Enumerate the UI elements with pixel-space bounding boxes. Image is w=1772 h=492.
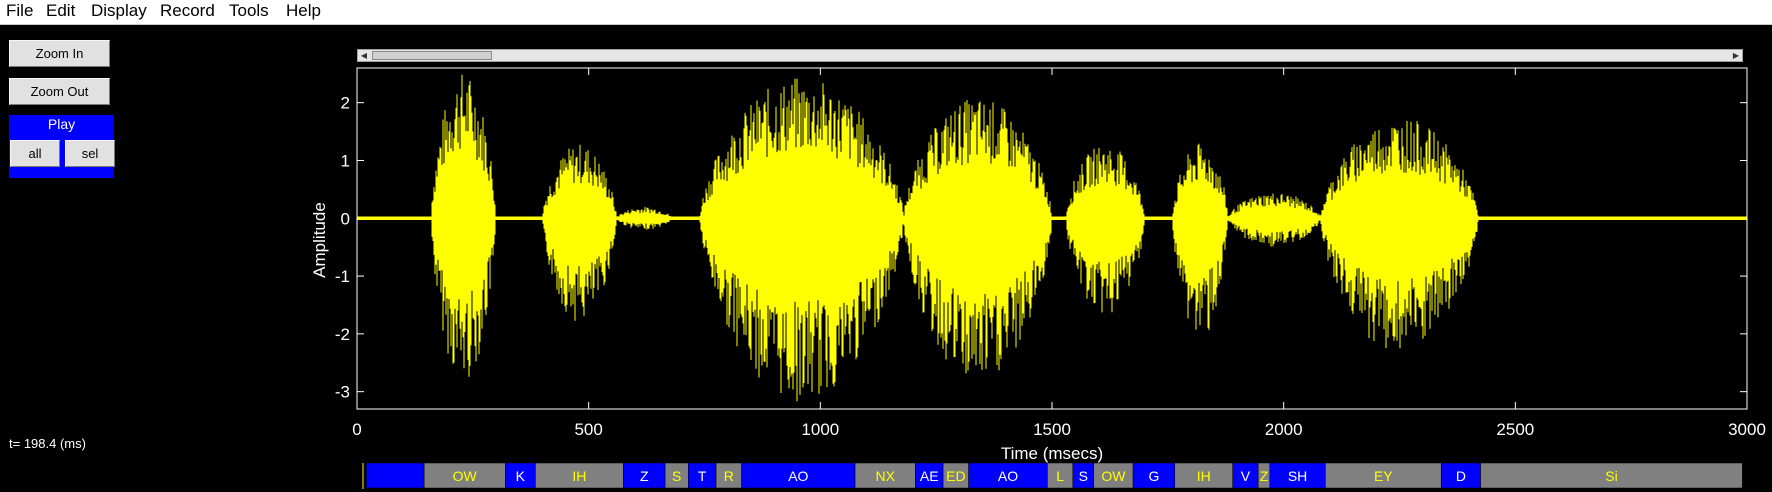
segment-block[interactable] [1232, 462, 1259, 489]
x-tick-label: 2000 [1265, 420, 1303, 439]
segment-block[interactable] [854, 462, 916, 489]
x-axis-label: Time (msecs) [1001, 444, 1103, 463]
segment-label: V [1241, 468, 1251, 484]
segment-block[interactable] [1072, 462, 1094, 489]
segment-block[interactable] [423, 462, 506, 489]
segment-label: R [724, 468, 734, 484]
segment-label: Si [1605, 468, 1617, 484]
menu-help[interactable]: Help [286, 1, 321, 20]
segment-label: S [1079, 468, 1088, 484]
plot-frame [356, 67, 1748, 410]
segment-label: EY [1374, 468, 1393, 484]
segment-label: K [516, 468, 526, 484]
waveform [357, 74, 1747, 402]
segment-block[interactable] [688, 462, 717, 489]
x-tick-label: 1000 [801, 420, 839, 439]
segment-block[interactable] [1440, 462, 1481, 489]
zoom-in-button[interactable]: Zoom In [9, 40, 110, 67]
segment-block[interactable] [1325, 462, 1442, 489]
segment-block[interactable] [1480, 462, 1743, 489]
segment-block[interactable] [968, 462, 1048, 489]
scrollbar-thumb[interactable] [372, 51, 492, 60]
segment-label: G [1148, 468, 1159, 484]
segment-block[interactable] [915, 462, 944, 489]
segment-label: L [1056, 468, 1064, 484]
play-selection-button[interactable]: sel [65, 140, 115, 167]
segment-label: IH [1197, 468, 1211, 484]
segment-block[interactable] [1269, 462, 1326, 489]
horizontal-scrollbar[interactable]: ◀ ▶ [357, 49, 1743, 62]
y-tick-label: -1 [335, 267, 350, 286]
segment-block[interactable] [664, 462, 689, 489]
segment-label: OW [1101, 468, 1126, 484]
menu-file[interactable]: File [6, 1, 34, 20]
segment-block[interactable] [1257, 462, 1271, 489]
y-axis-label: Amplitude [310, 202, 329, 278]
y-tick-label: -3 [335, 383, 350, 402]
segment-block[interactable] [1174, 462, 1233, 489]
menu-bar: File Edit Display Record Tools Help [0, 0, 1772, 25]
menu-record[interactable]: Record [160, 1, 215, 20]
segment-block[interactable] [1132, 462, 1176, 489]
segment-label: OW [453, 468, 478, 484]
segment-label: ED [946, 468, 965, 484]
x-tick-label: 1500 [1033, 420, 1071, 439]
segment-label: AO [788, 468, 808, 484]
segment-block[interactable] [505, 462, 536, 489]
y-tick-label: 2 [341, 94, 350, 113]
segment-label: Z [1260, 468, 1269, 484]
x-tick-label: 0 [352, 420, 361, 439]
menu-edit[interactable]: Edit [46, 1, 76, 20]
y-tick-label: 0 [341, 209, 350, 228]
x-tick-label: 3000 [1728, 420, 1766, 439]
x-tick-label: 500 [574, 420, 602, 439]
menu-tools[interactable]: Tools [229, 1, 269, 20]
segment-label: IH [572, 468, 586, 484]
x-tick-label: 2500 [1496, 420, 1534, 439]
segment-label: AE [920, 468, 939, 484]
time-readout: t= 198.4 (ms) [9, 436, 86, 451]
segment-label: SH [1288, 468, 1307, 484]
segment-label: Z [640, 468, 649, 484]
y-tick-label: 1 [341, 151, 350, 170]
axis-ticks: 0 500 1000 1500 2000 2500 3000 2 1 0 -1 -2 -3 [335, 68, 1766, 439]
play-panel: Play all sel [9, 115, 115, 178]
scroll-right-arrow-icon[interactable]: ▶ [1732, 51, 1740, 60]
segment-label: S [672, 468, 681, 484]
segment-block[interactable] [715, 462, 742, 489]
segment-block[interactable] [535, 462, 624, 489]
segment-block[interactable] [1093, 462, 1134, 489]
y-tick-label: -2 [335, 325, 350, 344]
segment-block[interactable] [366, 462, 425, 489]
segment-label: AO [998, 468, 1018, 484]
segment-label: NX [875, 468, 895, 484]
scroll-left-arrow-icon[interactable]: ◀ [360, 51, 368, 60]
segment-block[interactable] [741, 462, 856, 489]
menu-display[interactable]: Display [91, 1, 147, 20]
zoom-out-button[interactable]: Zoom Out [9, 78, 110, 105]
phoneme-segment-track[interactable]: OW K IH Z S T R AO NX AE ED AO L S OW G IH V Z SH EY D Si [362, 462, 1743, 489]
segment-label: D [1456, 468, 1466, 484]
segment-block[interactable] [1047, 462, 1074, 489]
waveform-trace [357, 74, 1747, 402]
play-panel-title: Play [47, 116, 76, 132]
segment-block[interactable] [623, 462, 666, 489]
segment-label: T [698, 468, 707, 484]
segment-block[interactable] [942, 462, 969, 489]
play-all-button[interactable]: all [10, 140, 60, 167]
